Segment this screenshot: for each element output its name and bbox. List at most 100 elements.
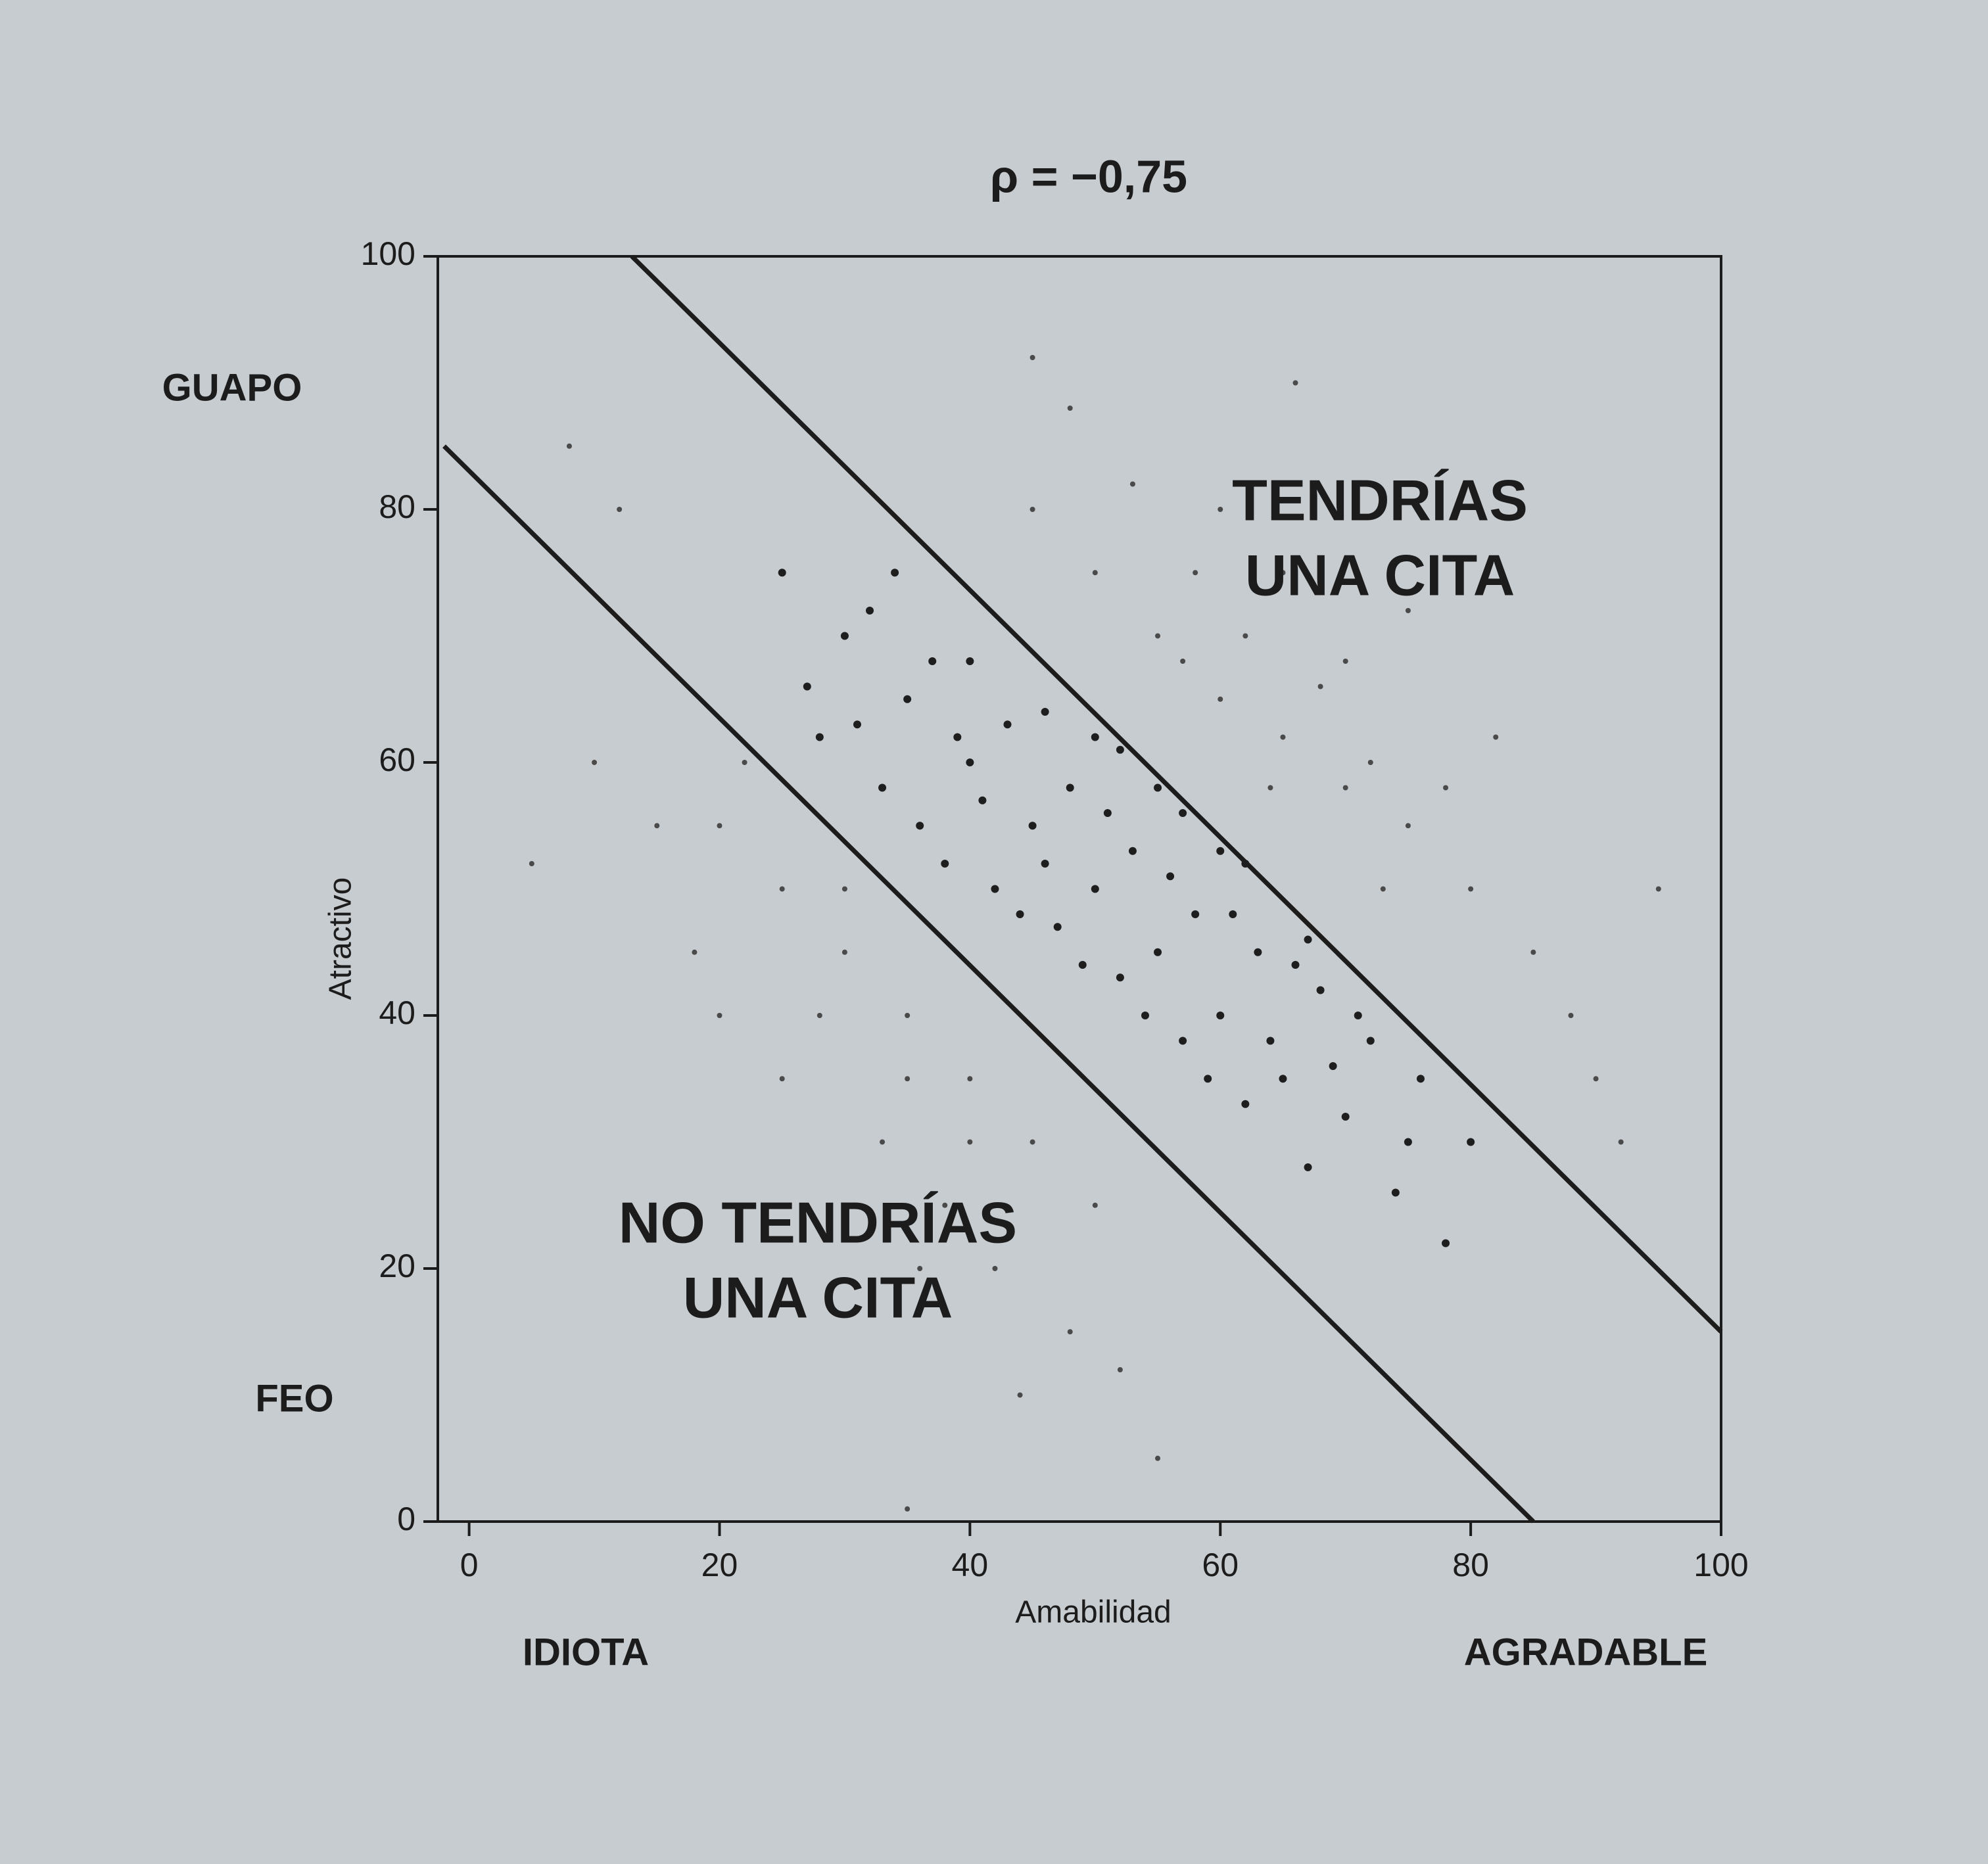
scatter-point xyxy=(1292,380,1298,386)
scatter-point xyxy=(978,796,987,804)
scatter-point xyxy=(1342,659,1348,664)
scatter-point xyxy=(840,632,849,640)
scatter-point xyxy=(742,760,747,765)
scatter-point xyxy=(1380,886,1386,892)
scatter-point xyxy=(1191,910,1200,918)
scatter-point xyxy=(841,1202,847,1208)
scatter-point xyxy=(779,886,785,892)
scatter-point xyxy=(1116,973,1124,982)
scatter-point xyxy=(905,1076,911,1082)
scatter-point xyxy=(1404,1138,1412,1146)
scatter-point xyxy=(1304,1163,1312,1171)
y-tick-label: 20 xyxy=(379,1247,415,1284)
scatter-point xyxy=(816,1013,822,1018)
scatter-point xyxy=(1030,355,1035,360)
scatter-point xyxy=(1367,760,1373,765)
scatter-point xyxy=(1267,785,1273,791)
scatter-point xyxy=(1179,1037,1187,1045)
scatter-point xyxy=(779,1076,785,1082)
axis-annotation: IDIOTA xyxy=(523,1631,649,1673)
scatter-point xyxy=(1218,696,1223,702)
scatter-point xyxy=(903,695,912,703)
scatter-point xyxy=(967,1076,973,1082)
scatter-point xyxy=(803,682,811,691)
scatter-point xyxy=(1128,847,1137,855)
scatter-point xyxy=(1442,1239,1450,1247)
scatter-point xyxy=(1204,1075,1212,1083)
scatter-point xyxy=(841,949,847,955)
scatter-point xyxy=(1266,1037,1275,1045)
scatter-point xyxy=(1280,734,1286,740)
plot-frame xyxy=(437,255,1722,1523)
scatter-point xyxy=(529,861,534,866)
scatter-point xyxy=(891,569,899,577)
scatter-point xyxy=(1354,1012,1362,1019)
scatter-point xyxy=(941,860,949,868)
y-tick-label: 80 xyxy=(379,488,415,525)
scatter-point xyxy=(717,823,722,829)
scatter-point xyxy=(953,733,962,741)
scatter-point xyxy=(1155,633,1161,639)
scatter-point xyxy=(1116,745,1124,754)
scatter-point xyxy=(1443,785,1449,791)
scatter-point xyxy=(717,1013,722,1018)
scatter-point xyxy=(1066,783,1074,792)
scatter-point xyxy=(1092,570,1098,576)
scatter-point xyxy=(1366,1037,1375,1045)
x-tick-label: 0 xyxy=(460,1547,479,1583)
scatter-point xyxy=(1216,847,1225,855)
scatter-point xyxy=(1155,1455,1161,1461)
scatter-point xyxy=(1016,910,1024,918)
scatter-point xyxy=(967,1139,973,1145)
scatter-point xyxy=(1154,948,1162,956)
scatter-point xyxy=(1468,886,1474,892)
scatter-point xyxy=(942,1202,948,1208)
scatter-point xyxy=(778,569,786,577)
scatter-point xyxy=(991,885,999,893)
scatter-point xyxy=(905,1013,911,1018)
scatter-point xyxy=(1304,935,1312,944)
scatter-point xyxy=(1030,507,1035,512)
scatter-point xyxy=(878,783,887,792)
y-tick-label: 60 xyxy=(379,741,415,778)
scatter-point xyxy=(692,949,698,955)
scatter-point xyxy=(1405,823,1411,829)
scatter-point xyxy=(853,720,861,729)
scatter-point xyxy=(1391,1188,1400,1197)
scatter-point xyxy=(1166,872,1175,881)
axis-annotation: GUAPO xyxy=(162,366,302,409)
scatter-point xyxy=(1291,961,1300,969)
scatter-point xyxy=(1030,1139,1035,1145)
x-tick-label: 80 xyxy=(1452,1547,1489,1583)
scatter-point xyxy=(966,758,974,766)
scatter-point xyxy=(1530,949,1536,955)
scatter-point xyxy=(1003,720,1012,729)
scatter-point xyxy=(1241,860,1250,868)
scatter-point xyxy=(1180,659,1186,664)
scatter-point xyxy=(1416,1075,1425,1083)
axis-annotation: AGRADABLE xyxy=(1464,1631,1708,1673)
scatter-point xyxy=(1280,570,1286,576)
scatter-point xyxy=(1041,708,1049,716)
scatter-point xyxy=(592,760,598,765)
x-axis-label: Amabilidad xyxy=(1015,1595,1171,1630)
scatter-point xyxy=(566,443,572,449)
divider-line xyxy=(442,444,1535,1524)
scatter-point xyxy=(1092,1202,1098,1208)
scatter-point xyxy=(1329,1062,1337,1070)
region-label: NO TENDRÍAS xyxy=(619,1190,1017,1255)
scatter-point xyxy=(1067,1329,1073,1335)
scatter-point xyxy=(1317,684,1323,689)
scatter-point xyxy=(617,507,623,512)
scatter-point xyxy=(1193,570,1198,576)
x-tick-label: 100 xyxy=(1693,1547,1748,1583)
scatter-point xyxy=(905,1506,911,1512)
scatter-point xyxy=(1141,1012,1149,1019)
scatter-point xyxy=(1154,783,1162,792)
scatter-point xyxy=(1254,948,1262,956)
divider-line xyxy=(630,254,1723,1334)
x-tick-label: 20 xyxy=(701,1547,738,1583)
y-tick-label: 100 xyxy=(361,235,415,272)
